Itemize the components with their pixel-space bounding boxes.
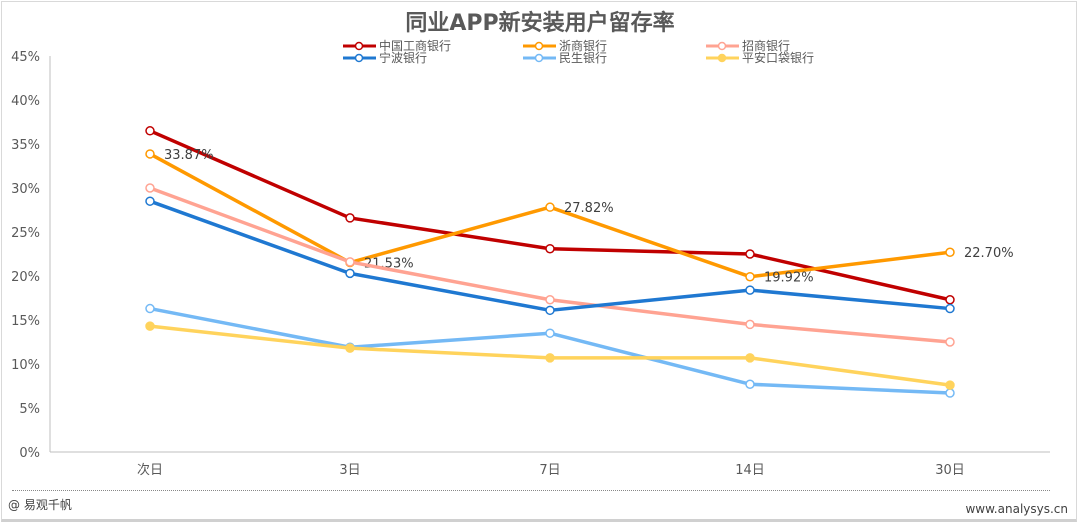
legend-marker <box>717 41 727 51</box>
data-label: 33.87% <box>164 148 214 163</box>
data-point <box>745 379 755 389</box>
legend-label: 平安口袋银行 <box>742 50 814 65</box>
data-point <box>145 126 155 136</box>
y-tick-label: 20% <box>11 270 40 285</box>
data-point <box>345 257 355 267</box>
legend-item: 招商银行 <box>706 38 790 53</box>
data-point <box>745 285 755 295</box>
data-point <box>545 202 555 212</box>
x-tick-label: 次日 <box>137 462 163 478</box>
legend-label: 浙商银行 <box>559 38 607 53</box>
data-point <box>945 295 955 305</box>
series-2 <box>145 183 955 347</box>
legend-item: 中国工商银行 <box>343 38 451 53</box>
y-tick-label: 0% <box>19 446 40 461</box>
x-tick-label: 30日 <box>935 463 965 478</box>
data-point <box>145 149 155 159</box>
legend-marker <box>534 53 544 63</box>
data-point <box>945 303 955 314</box>
legend-label: 招商银行 <box>742 38 790 53</box>
data-point <box>745 249 755 259</box>
y-tick-label: 5% <box>19 402 40 417</box>
data-label: 22.70% <box>964 246 1014 261</box>
data-point <box>345 213 355 223</box>
legend-marker <box>717 53 727 63</box>
legend-item: 宁波银行 <box>343 50 427 65</box>
legend-label: 中国工商银行 <box>379 38 451 53</box>
legend-item: 平安口袋银行 <box>706 50 814 65</box>
y-tick-label: 15% <box>11 314 40 329</box>
website-url: www.analysys.cn <box>965 502 1068 516</box>
legend-label: 民生银行 <box>559 51 607 65</box>
legend-item: 浙商银行 <box>523 38 607 53</box>
x-tick-label: 14日 <box>735 463 765 478</box>
data-point <box>545 243 555 254</box>
data-point <box>345 268 355 279</box>
data-label: 27.82% <box>564 201 614 216</box>
y-tick-label: 45% <box>11 50 40 65</box>
series-0 <box>145 126 955 305</box>
data-point <box>145 303 155 314</box>
y-tick-label: 10% <box>11 358 40 373</box>
legend-marker <box>354 41 364 51</box>
data-label: 19.92% <box>764 271 814 286</box>
x-tick-label: 3日 <box>339 463 360 478</box>
legend-item: 民生银行 <box>523 51 607 65</box>
x-tick-label: 7日 <box>539 463 560 478</box>
y-tick-label: 35% <box>11 138 40 153</box>
series-line <box>149 129 951 302</box>
legend-label: 宁波银行 <box>379 50 427 65</box>
data-point <box>945 337 955 347</box>
data-point <box>345 343 355 353</box>
data-point <box>945 247 955 257</box>
data-point <box>545 295 555 305</box>
data-point <box>745 271 755 282</box>
series-5 <box>145 321 955 390</box>
series-3 <box>145 196 955 316</box>
y-tick-label: 30% <box>11 182 40 197</box>
footer-divider <box>12 490 1050 491</box>
data-point <box>745 319 755 330</box>
data-point <box>545 328 555 338</box>
data-point <box>945 380 955 390</box>
series-1: 33.87%21.53%27.82%19.92%22.70% <box>145 148 1014 286</box>
legend-marker <box>534 41 544 51</box>
source-label: @ 易观千帆 <box>8 498 72 512</box>
data-point <box>945 388 955 398</box>
y-tick-label: 40% <box>11 94 40 109</box>
series-line <box>149 306 951 395</box>
data-point <box>145 321 155 331</box>
data-point <box>745 353 755 363</box>
series-4 <box>145 303 955 398</box>
series-line <box>149 152 951 279</box>
y-tick-label: 25% <box>11 226 40 241</box>
data-point <box>145 196 155 206</box>
data-point <box>145 183 155 193</box>
chart-title: 同业APP新安装用户留存率 <box>405 11 675 36</box>
legend-marker <box>354 53 364 63</box>
data-point <box>545 353 555 363</box>
data-point <box>545 305 555 316</box>
